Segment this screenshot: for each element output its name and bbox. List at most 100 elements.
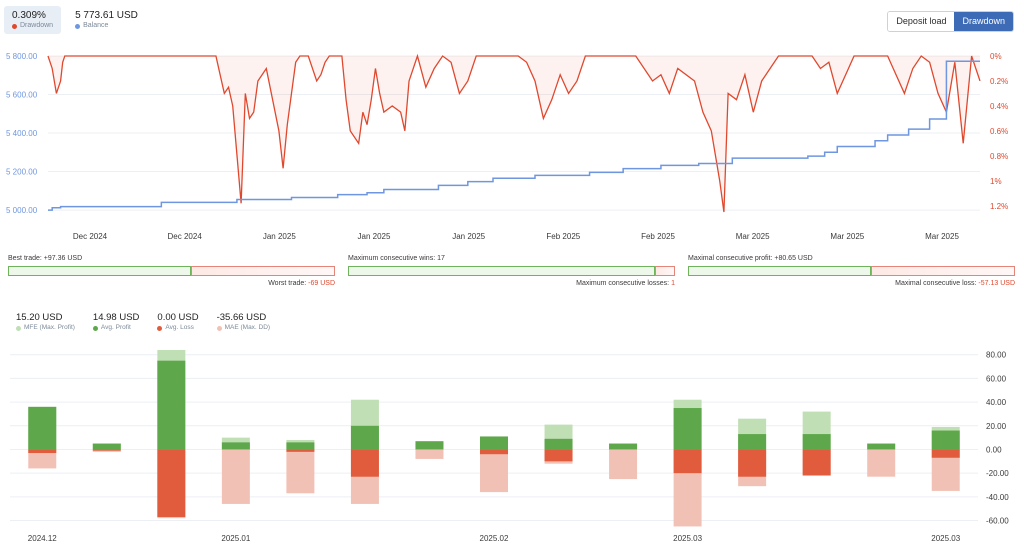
best-worst-trade: Best trade: +97.36 USD Worst trade: -69 … — [8, 254, 335, 287]
consecutive-profit-loss: Maximal consecutive profit: +80.65 USD M… — [688, 254, 1015, 287]
y-tick-label: 20.00 — [986, 422, 1007, 431]
profit-loss-bar-chart: 80.00 60.00 40.00 20.00 0.00 -20.00 -40.00 -60.… — [10, 350, 1009, 543]
top-legend: 0.309% Drawdown 5 773.61 USD Balance — [4, 6, 146, 34]
mae-bar — [28, 449, 57, 469]
mae-bar — [286, 449, 315, 494]
balance-legend[interactable]: 5 773.61 USD Balance — [67, 6, 146, 34]
x-tick-label: 2025.02 — [480, 534, 509, 543]
avg-profit-bar — [931, 430, 960, 450]
x-tick-label: Dec 2024 — [73, 232, 108, 241]
avg-profit-bar — [738, 434, 767, 450]
mae-bar — [415, 449, 444, 459]
avg-profit-bar — [350, 425, 379, 450]
legend-mfe[interactable]: 15.20 USD MFE (Max. Profit) — [16, 312, 75, 333]
avg-profit-bar — [480, 436, 508, 450]
best-trade: Best trade: +97.36 USD — [8, 255, 83, 262]
mfe-dot-icon — [16, 325, 21, 331]
losses-bar — [655, 266, 675, 276]
y-left-tick-label: 5 200.00 — [6, 168, 38, 177]
mae-bar — [609, 449, 638, 480]
avg-loss-bar — [738, 449, 767, 477]
legend-avg-loss[interactable]: 0.00 USD Avg. Loss — [157, 312, 199, 333]
max-consecutive-wins: Maximum consecutive wins: 17 — [348, 255, 445, 262]
avg-loss-bar — [157, 449, 186, 517]
avg-loss-bar — [931, 449, 960, 458]
profit-bar — [688, 266, 872, 276]
avg-loss-bar — [802, 449, 831, 476]
avg-profit-bar — [28, 406, 57, 450]
bottom-legend: 15.20 USD MFE (Max. Profit) 14.98 USD Av… — [16, 312, 270, 333]
y-tick-label: 40.00 — [986, 398, 1007, 407]
y-left-tick-label: 5 600.00 — [6, 91, 38, 100]
mae-bar — [480, 449, 508, 493]
y-tick-label: 80.00 — [986, 351, 1007, 360]
avg-loss-dot-icon — [157, 325, 163, 331]
drawdown-legend[interactable]: 0.309% Drawdown — [4, 6, 62, 34]
avg-profit-bar — [221, 442, 250, 450]
y-right-tick-label: 0.6% — [990, 127, 1008, 136]
wins-bar — [348, 266, 656, 276]
mae-label: MAE (Max. DD) — [224, 324, 271, 331]
best-trade-bar — [8, 266, 192, 276]
y-left-tick-label: 5 800.00 — [6, 52, 38, 61]
y-right-tick-label: 0.4% — [990, 102, 1008, 111]
y-right-tick-label: 0.2% — [990, 77, 1008, 86]
worst-trade-label: Worst trade: — [268, 280, 307, 287]
balance-drawdown-chart: 5 000.00 5 200.00 5 400.00 5 600.00 5 800.00… — [6, 52, 1008, 241]
mae-bar — [867, 449, 896, 477]
balance-label: Balance — [83, 22, 109, 29]
x-tick-label: 2025.01 — [221, 534, 250, 543]
drawdown-label: Drawdown — [20, 22, 54, 29]
avg-profit-bar — [867, 443, 896, 450]
chart-mode-toggle: Deposit load Drawdown — [887, 11, 1014, 32]
y-right-tick-label: 1.2% — [990, 202, 1008, 211]
x-tick-label: Feb 2025 — [641, 232, 675, 241]
drawdown-button[interactable]: Drawdown — [954, 12, 1013, 31]
wins-losses-bar — [348, 266, 675, 276]
avg-loss-bar — [673, 449, 702, 474]
y-tick-label: 60.00 — [986, 374, 1007, 383]
max-consecutive-profit: Maximal consecutive profit: +80.65 USD — [688, 255, 813, 262]
x-tick-label: 2024.12 — [28, 534, 57, 543]
y-tick-label: 0.00 — [986, 445, 1002, 454]
avg-profit-dot-icon — [92, 325, 98, 331]
y-right-tick-label: 1% — [990, 177, 1002, 186]
y-tick-label: -20.00 — [986, 469, 1009, 478]
max-consecutive-loss-value: -57.13 USD — [978, 280, 1015, 287]
y-tick-label: -40.00 — [986, 493, 1009, 502]
deposit-load-button[interactable]: Deposit load — [888, 12, 955, 31]
x-tick-label: Feb 2025 — [546, 232, 580, 241]
avg-profit-label: Avg. Profit — [100, 324, 131, 331]
x-tick-label: Jan 2025 — [263, 232, 296, 241]
x-tick-label: Jan 2025 — [452, 232, 485, 241]
max-consecutive-losses-value: 1 — [671, 280, 675, 287]
avg-loss-value: 0.00 USD — [157, 312, 199, 323]
best-worst-bar — [8, 266, 335, 276]
worst-trade-bar — [191, 266, 335, 276]
y-right-tick-label: 0% — [990, 52, 1002, 61]
x-tick-label: 2025.03 — [673, 534, 702, 543]
x-tick-label: 2025.03 — [931, 534, 960, 543]
avg-profit-bar — [673, 408, 702, 450]
profit-loss-bar — [688, 266, 1015, 276]
drawdown-area — [48, 56, 980, 212]
x-tick-label: Jan 2025 — [358, 232, 391, 241]
balance-series-line — [48, 60, 980, 211]
avg-loss-bar — [92, 449, 121, 451]
mae-dot-icon — [216, 325, 222, 331]
legend-mae[interactable]: -35.66 USD MAE (Max. DD) — [216, 312, 271, 333]
drawdown-series-line — [47, 53, 981, 213]
avg-profit-bar — [609, 443, 638, 450]
x-tick-label: Mar 2025 — [830, 232, 864, 241]
drawdown-dot-icon — [12, 23, 17, 29]
avg-profit-bar — [802, 434, 831, 450]
drawdown-value: 0.309% — [12, 10, 46, 21]
y-right-tick-label: 0.8% — [990, 152, 1008, 161]
y-left-tick-label: 5 000.00 — [6, 206, 38, 215]
consecutive-wins-losses: Maximum consecutive wins: 17 Maximum con… — [348, 254, 675, 287]
avg-loss-bar — [350, 449, 379, 477]
legend-avg-profit[interactable]: 14.98 USD Avg. Profit — [92, 312, 139, 333]
avg-loss-bar — [28, 449, 57, 454]
balance-value: 5 773.61 USD — [75, 10, 138, 21]
x-tick-label: Mar 2025 — [925, 232, 959, 241]
